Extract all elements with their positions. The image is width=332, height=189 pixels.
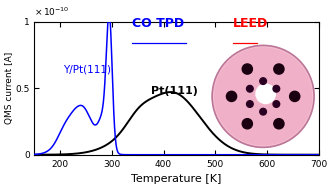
Circle shape <box>290 91 300 101</box>
Circle shape <box>212 45 314 147</box>
Circle shape <box>247 85 253 92</box>
Y-axis label: QMS current [A]: QMS current [A] <box>5 52 14 124</box>
Circle shape <box>273 85 280 92</box>
Circle shape <box>274 119 284 129</box>
Circle shape <box>226 91 237 101</box>
Circle shape <box>274 64 284 74</box>
Text: $\times\,10^{-10}$: $\times\,10^{-10}$ <box>35 5 70 18</box>
X-axis label: Temperature [K]: Temperature [K] <box>131 174 222 184</box>
Circle shape <box>273 101 280 107</box>
Circle shape <box>247 101 253 107</box>
Circle shape <box>256 84 275 104</box>
Circle shape <box>215 48 311 145</box>
Text: Pt(111): Pt(111) <box>151 85 198 95</box>
Circle shape <box>260 78 266 84</box>
Text: CO TPD: CO TPD <box>132 17 185 30</box>
Circle shape <box>242 119 252 129</box>
Text: LEED: LEED <box>233 17 269 30</box>
Circle shape <box>242 64 252 74</box>
Text: Y/Pt(111): Y/Pt(111) <box>63 64 111 74</box>
Circle shape <box>260 108 266 115</box>
